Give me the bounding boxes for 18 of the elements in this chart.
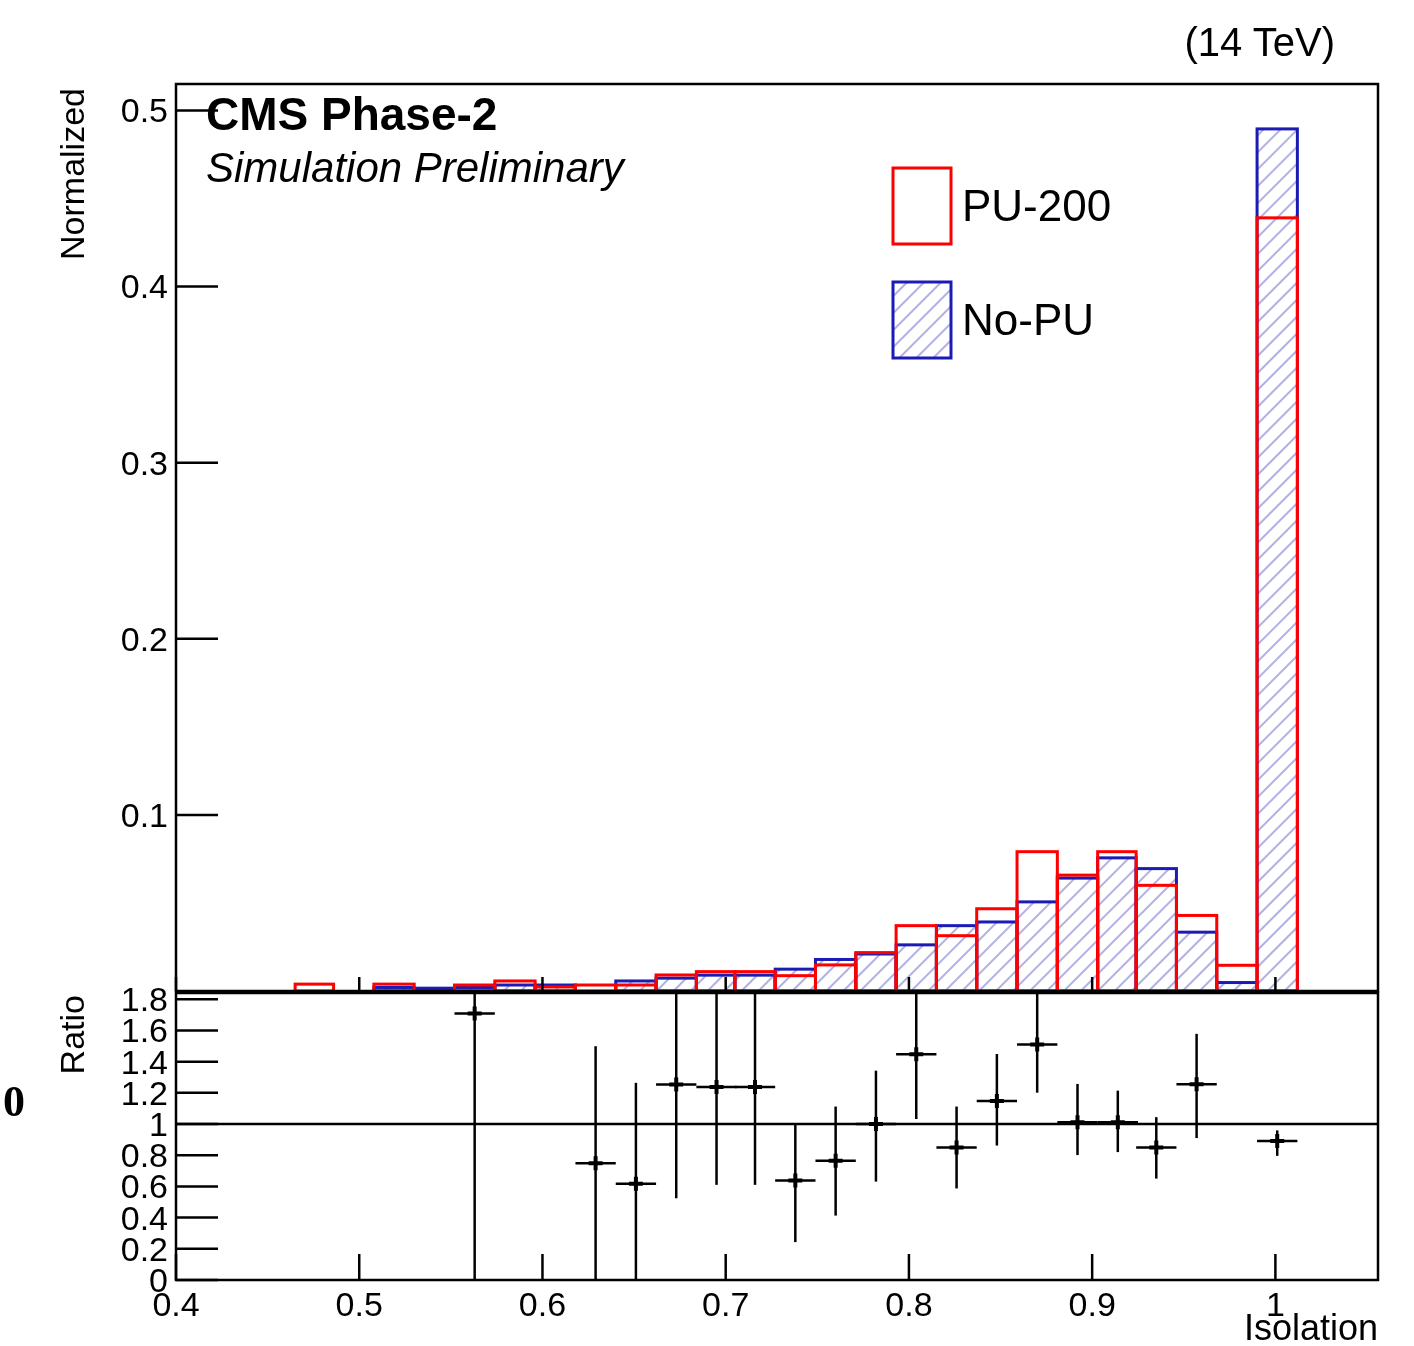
x-tick-label: 0.5 bbox=[335, 1285, 383, 1323]
chart-title: (14 TeV) bbox=[1184, 20, 1335, 64]
x-tick-label: 0.8 bbox=[885, 1285, 933, 1323]
annotation: Simulation Preliminary bbox=[206, 144, 627, 191]
y-tick-label: 0.4 bbox=[120, 267, 168, 306]
annotation: CMS Phase-2 bbox=[206, 88, 498, 140]
y-axis-title: Normalized bbox=[53, 88, 91, 260]
y-tick-label: 0.3 bbox=[120, 443, 168, 482]
legend-label: No-PU bbox=[962, 295, 1095, 345]
legend-label: PU-200 bbox=[962, 181, 1112, 231]
x-tick-label: 0.6 bbox=[518, 1285, 567, 1323]
y-tick-label: 0.1 bbox=[120, 795, 168, 834]
text: 0 bbox=[3, 1077, 25, 1126]
x-tick-label: 0.9 bbox=[1068, 1285, 1116, 1323]
y-axis-title: Ratio bbox=[53, 995, 91, 1075]
y-tick-label: 0.2 bbox=[120, 619, 168, 658]
x-tick-label: 0.7 bbox=[702, 1285, 750, 1323]
y-tick-label: 0.5 bbox=[120, 91, 168, 130]
